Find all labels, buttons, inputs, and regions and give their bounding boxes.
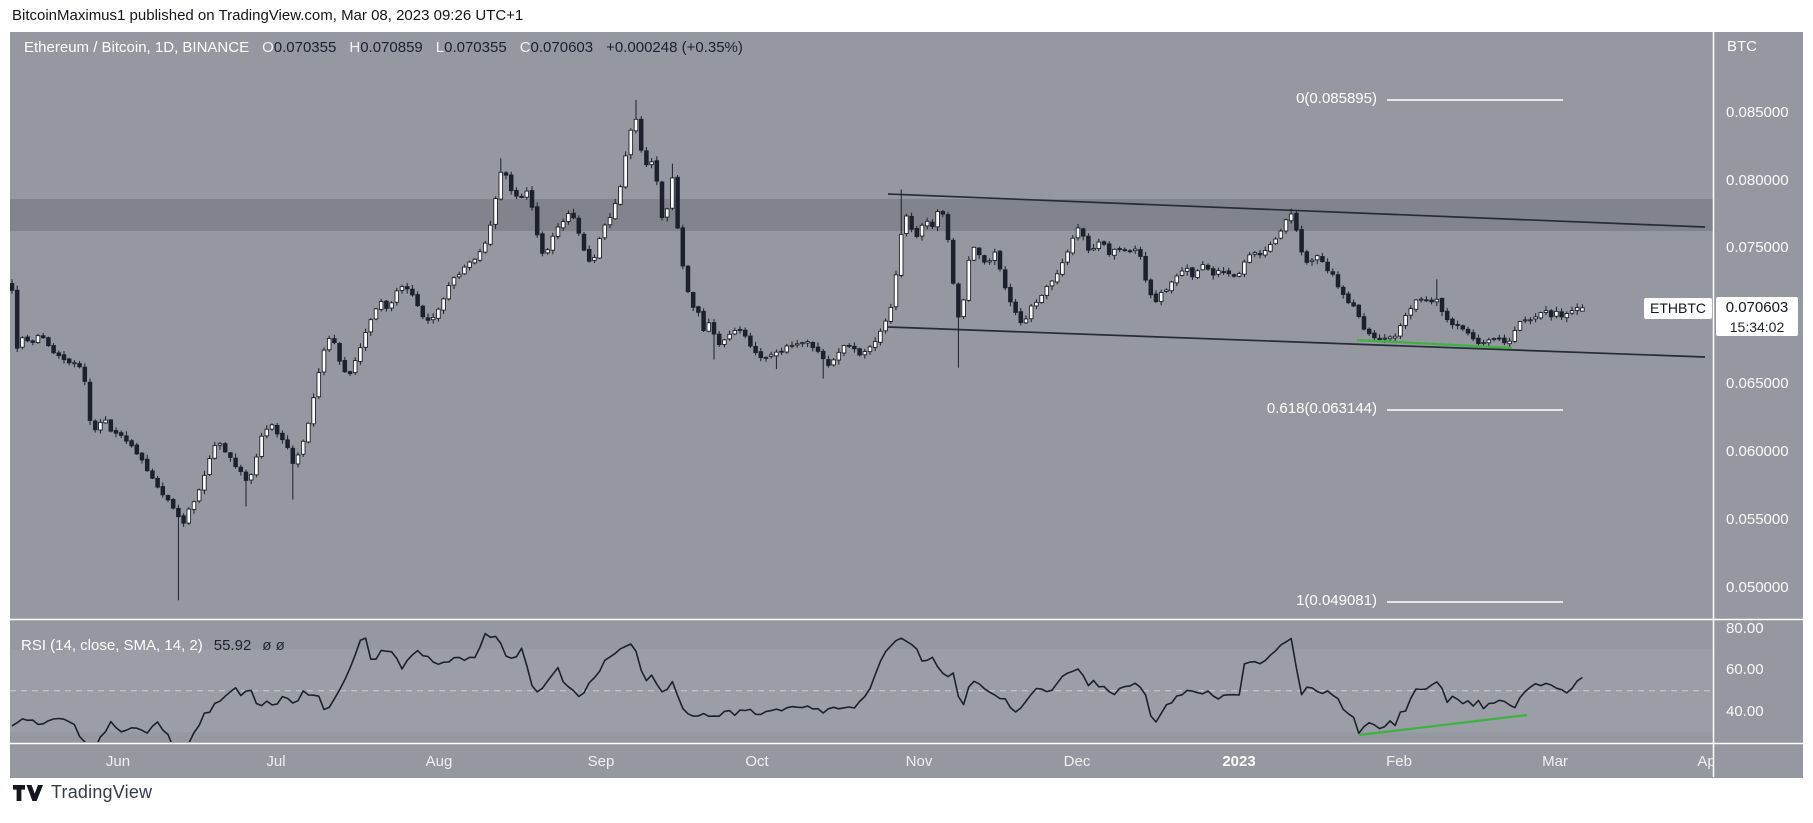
symbol-title[interactable]: Ethereum / Bitcoin, 1D, BINANCE	[24, 39, 250, 56]
channel-bottom-trendline[interactable]	[887, 326, 1706, 358]
tradingview-logo[interactable]: TradingView	[13, 782, 152, 803]
ohlc-low: L0.070355	[435, 39, 507, 56]
time-axis[interactable]: Jun Jul Aug Sep Oct Nov Dec 2023 Feb Mar Apr	[10, 743, 1713, 777]
time-axis-label[interactable]: Apr	[1697, 753, 1713, 770]
fib-label: 0(0.085895)	[1296, 90, 1377, 107]
rsi-title[interactable]: RSI (14, close, SMA, 14, 2)	[21, 637, 203, 654]
time-axis-label[interactable]: Oct	[745, 753, 769, 770]
resistance-zone[interactable]	[10, 199, 1713, 231]
price-tick-label: 0.050000	[1726, 579, 1789, 596]
rsi-green-trendline[interactable]	[1358, 713, 1528, 737]
tradingview-logo-text: TradingView	[51, 782, 153, 802]
price-tick-label: 0.075000	[1726, 239, 1789, 256]
rsi-series[interactable]	[11, 632, 1583, 760]
ohlc-high: H0.070859	[349, 39, 423, 56]
time-axis-label[interactable]: Nov	[905, 753, 933, 770]
candlestick-series[interactable]	[10, 99, 1585, 601]
ohlc-close: C0.070603	[519, 39, 594, 56]
rsi-tick-label: 60.00	[1726, 661, 1764, 678]
chart-legend[interactable]: Ethereum / Bitcoin, 1D, BINANCE O0.07035…	[24, 39, 743, 56]
rsi-legend[interactable]: RSI (14, close, SMA, 14, 2) 55.92 ø ø	[21, 637, 285, 654]
rsi-tick-label: 80.00	[1726, 620, 1764, 637]
rsi-ma-placeholders: ø ø	[262, 637, 285, 654]
tradingview-logo-icon	[13, 784, 43, 801]
fib-label: 0.618(0.063144)	[1266, 400, 1377, 417]
time-axis-label[interactable]: Aug	[425, 753, 453, 770]
time-axis-label[interactable]: Jun	[105, 753, 131, 770]
time-axis-label[interactable]: Sep	[587, 753, 615, 770]
publish-info: BitcoinMaximus1 published on TradingView…	[12, 7, 524, 24]
rsi-tick-label: 40.00	[1726, 703, 1764, 720]
fib-label: 1(0.049081)	[1296, 592, 1377, 609]
chart-canvas[interactable]	[10, 32, 1803, 778]
price-axis-unit: BTC	[1727, 38, 1757, 55]
time-axis-label[interactable]: Dec	[1063, 753, 1091, 770]
time-axis-label[interactable]: Feb	[1386, 753, 1412, 770]
price-tick-label: 0.065000	[1726, 375, 1789, 392]
price-tick-label: 0.080000	[1726, 172, 1789, 189]
last-price-flag: 0.070603 15:34:02	[1716, 297, 1798, 336]
rsi-value: 55.92	[213, 637, 252, 654]
time-axis-label[interactable]: Mar	[1542, 753, 1568, 770]
chart-background	[10, 32, 1803, 778]
time-axis-label[interactable]: Jul	[266, 753, 286, 770]
price-green-trendline[interactable]	[1356, 338, 1513, 350]
time-axis-label[interactable]: 2023	[1222, 753, 1256, 770]
last-price: 0.070603	[1725, 299, 1789, 316]
symbol-price-flag: ETHBTC	[1644, 298, 1712, 319]
price-tick-label: 0.085000	[1726, 104, 1789, 121]
price-change: +0.000248 (+0.35%)	[606, 39, 743, 56]
price-tick-label: 0.055000	[1726, 511, 1789, 528]
ohlc-open: O0.070355	[262, 39, 337, 56]
channel-top-trendline[interactable]	[887, 193, 1706, 228]
bar-countdown: 15:34:02	[1729, 319, 1785, 335]
price-tick-label: 0.060000	[1726, 443, 1789, 460]
